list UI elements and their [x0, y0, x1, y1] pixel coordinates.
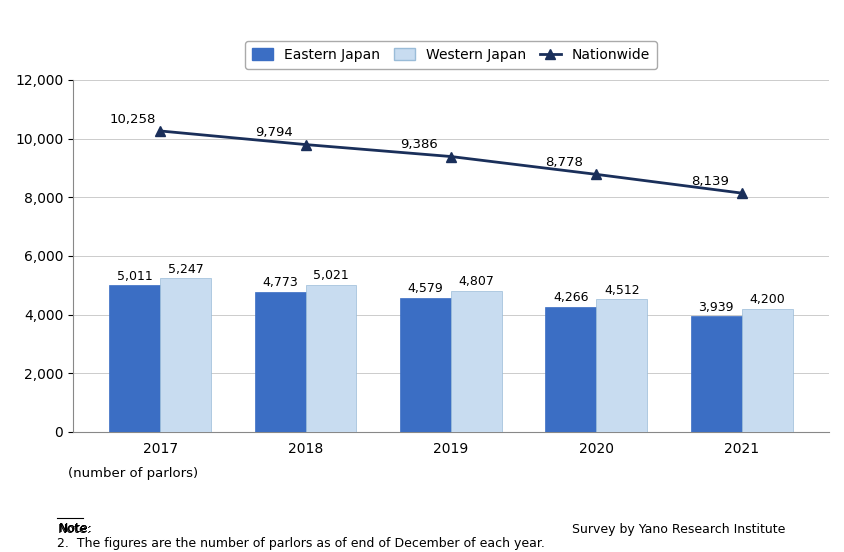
Text: 8,139: 8,139 — [691, 175, 728, 188]
Text: 9,794: 9,794 — [255, 126, 293, 139]
Text: Note:: Note: — [59, 522, 93, 535]
Text: 8,778: 8,778 — [545, 156, 583, 169]
Text: Note:: Note: — [57, 523, 91, 537]
X-axis label: (number of parlors): (number of parlors) — [68, 467, 198, 480]
Text: 5,011: 5,011 — [116, 269, 153, 283]
Bar — [110, 285, 160, 432]
Legend: Eastern Japan, Western Japan, Nationwide: Eastern Japan, Western Japan, Nationwide — [245, 41, 657, 69]
Text: 4,773: 4,773 — [262, 277, 298, 289]
Bar — [160, 278, 211, 432]
Text: 4,266: 4,266 — [553, 291, 588, 304]
Text: 2.  The figures are the number of parlors as of end of December of each year.: 2. The figures are the number of parlors… — [57, 537, 545, 550]
Bar — [451, 291, 502, 432]
Bar — [597, 300, 647, 432]
Text: Survey by Yano Research Institute: Survey by Yano Research Institute — [571, 523, 785, 537]
Text: Note:: Note: — [59, 522, 93, 535]
Text: 5,021: 5,021 — [313, 269, 349, 282]
Text: 5,247: 5,247 — [168, 263, 203, 275]
Bar — [691, 316, 742, 432]
Text: 4,579: 4,579 — [408, 282, 443, 295]
Bar — [306, 285, 356, 432]
Bar — [545, 307, 597, 432]
Bar — [742, 309, 793, 432]
Text: 4,807: 4,807 — [458, 275, 495, 289]
Text: 3,939: 3,939 — [699, 301, 734, 314]
Bar — [255, 292, 306, 432]
Bar — [400, 298, 451, 432]
Text: 9,386: 9,386 — [400, 139, 438, 151]
Text: 4,512: 4,512 — [604, 284, 640, 297]
Text: 4,200: 4,200 — [749, 293, 785, 306]
Text: 10,258: 10,258 — [110, 113, 155, 126]
